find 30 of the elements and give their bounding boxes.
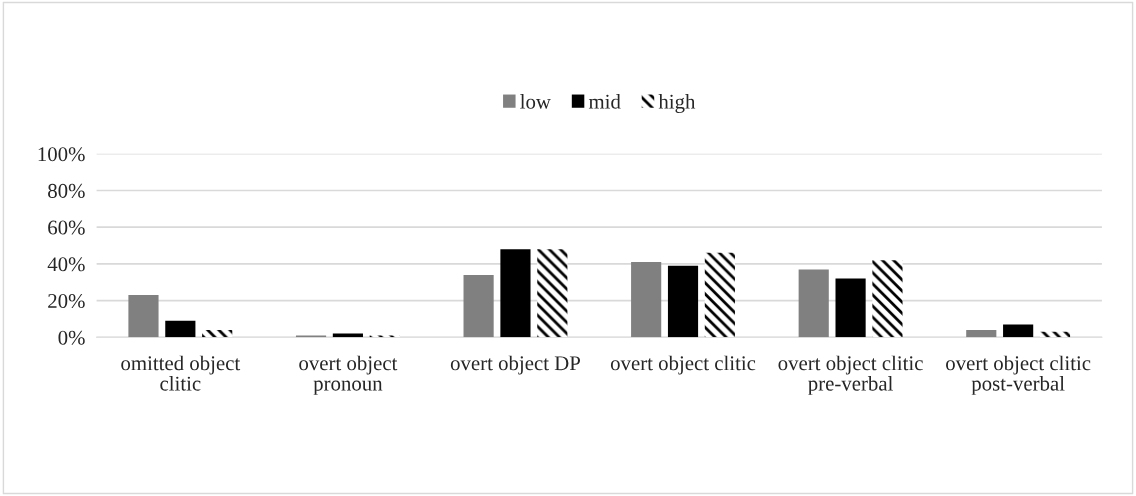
bar xyxy=(1003,324,1034,338)
bar xyxy=(165,320,196,338)
x-tick-label: omitted object clitic xyxy=(121,355,241,391)
legend-label: high xyxy=(658,94,696,113)
x-tick-label: overt object DP xyxy=(450,355,580,375)
bar xyxy=(128,295,159,338)
bar xyxy=(463,274,494,338)
legend-label: mid xyxy=(588,94,621,109)
y-tick-label: 100% xyxy=(38,147,85,162)
x-tick-label: overt object pronoun xyxy=(299,355,398,395)
x-tick-label: overt object clitic post-verbal xyxy=(946,355,1091,395)
legend-label: low xyxy=(520,94,551,109)
bar xyxy=(798,269,829,338)
bar xyxy=(537,249,568,338)
bar xyxy=(704,252,735,338)
y-tick-label: 20% xyxy=(48,293,85,309)
y-tick-label: 60% xyxy=(48,220,85,235)
bar xyxy=(835,278,866,338)
bar xyxy=(966,329,997,338)
bar xyxy=(202,329,233,338)
y-tick-label: 40% xyxy=(47,257,85,272)
bar xyxy=(500,249,531,338)
bar xyxy=(1039,331,1071,338)
y-tick-label: 80% xyxy=(48,183,85,198)
bar xyxy=(667,265,699,338)
x-tick-label: overt object clitic pre-verbal xyxy=(778,355,923,395)
y-tick-label: 0% xyxy=(58,330,85,345)
bar xyxy=(631,262,662,338)
x-tick-label: overt object clitic xyxy=(610,355,756,375)
bar xyxy=(872,260,903,338)
